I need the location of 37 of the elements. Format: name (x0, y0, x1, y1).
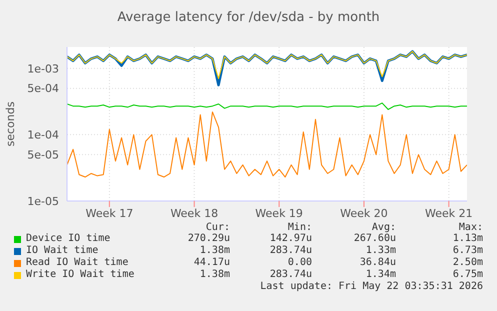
legend-label: IO Wait time (26, 245, 98, 256)
text: 142.97u (270, 233, 312, 244)
text: Last update: Fri May 22 03:35:31 2026 (260, 281, 483, 292)
text: 44.17u (194, 257, 230, 268)
text: 0.00 (288, 257, 312, 268)
y-axis-title: seconds (4, 101, 17, 146)
y-tick-label: 1e-05 (27, 194, 59, 208)
text: 36.84u (360, 257, 396, 268)
text: 6.73m (452, 245, 483, 256)
text: 1.38m (200, 245, 230, 256)
x-tick-label: Week 17 (86, 206, 134, 220)
y-tick-label: 1e-04 (27, 128, 59, 142)
y-tick-label: 5e-04 (27, 82, 59, 96)
y-tick-label: 5e-05 (27, 148, 59, 162)
text: 6.75m (452, 269, 483, 280)
x-tick-label: Week 20 (340, 206, 388, 220)
text: 283.74u (270, 269, 312, 280)
text: Avg: (372, 222, 396, 233)
text: 283.74u (270, 245, 312, 256)
text: Min: (288, 222, 312, 233)
text: 1.13m (452, 233, 483, 244)
text: 2.50m (452, 257, 483, 268)
legend-label: Read IO Wait time (26, 257, 128, 268)
legend-label: Write IO Wait time (26, 269, 134, 280)
legend-label: Device IO time (26, 233, 110, 244)
x-tick-label: Week 19 (255, 206, 303, 220)
chart-title: Average latency for /dev/sda - by month (116, 10, 381, 25)
text: 1.33m (366, 245, 396, 256)
text: 270.29u (188, 233, 230, 244)
text: Max: (458, 222, 483, 233)
text: Cur: (206, 222, 230, 233)
text: 1.38m (200, 269, 230, 280)
text: 1.34m (366, 269, 396, 280)
x-tick-label: Week 21 (425, 206, 473, 220)
x-tick-label: Week 18 (170, 206, 218, 220)
text: 267.60u (354, 233, 396, 244)
y-tick-label: 1e-03 (27, 62, 59, 76)
